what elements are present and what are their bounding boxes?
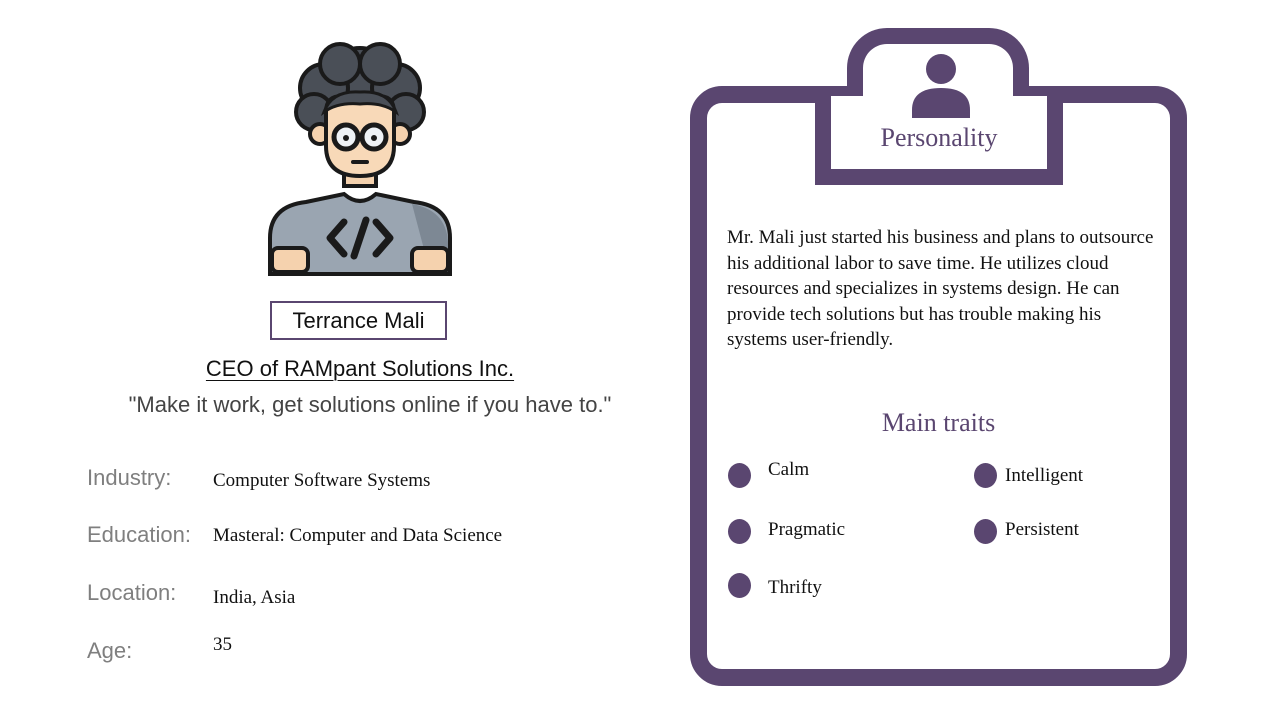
trait-bullet <box>728 463 751 488</box>
education-value: Masteral: Computer and Data Science <box>213 525 503 546</box>
industry-value: Computer Software Systems <box>213 470 431 491</box>
personality-header-tab <box>815 96 1063 185</box>
persona-quote: "Make it work, get solutions online if y… <box>128 392 612 417</box>
trait-bullet <box>728 519 751 544</box>
persona-role: CEO of RAMpant Solutions Inc. <box>205 356 515 381</box>
trait-pragmatic: Pragmatic <box>768 519 846 540</box>
trait-bullet <box>728 573 751 598</box>
education-label: Education: <box>87 522 191 547</box>
trait-bullet <box>974 519 997 544</box>
trait-persistent: Persistent <box>1005 519 1079 540</box>
location-label: Location: <box>87 580 177 605</box>
trait-bullet <box>974 463 997 488</box>
industry-label: Industry: <box>87 465 172 490</box>
persona-name: Terrance Mali <box>270 301 447 340</box>
trait-intelligent: Intelligent <box>1005 465 1084 486</box>
developer-avatar-icon <box>268 42 452 276</box>
person-icon <box>912 54 970 118</box>
personality-description: Mr. Mali just started his business and p… <box>727 227 1154 350</box>
location-value: India, Asia <box>213 587 296 608</box>
age-value: 35 <box>213 634 232 655</box>
main-traits-title: Main traits <box>881 408 996 437</box>
trait-calm: Calm <box>768 459 810 480</box>
personality-title: Personality <box>880 123 998 152</box>
age-label: Age: <box>87 638 133 663</box>
trait-thrifty: Thrifty <box>768 577 822 598</box>
